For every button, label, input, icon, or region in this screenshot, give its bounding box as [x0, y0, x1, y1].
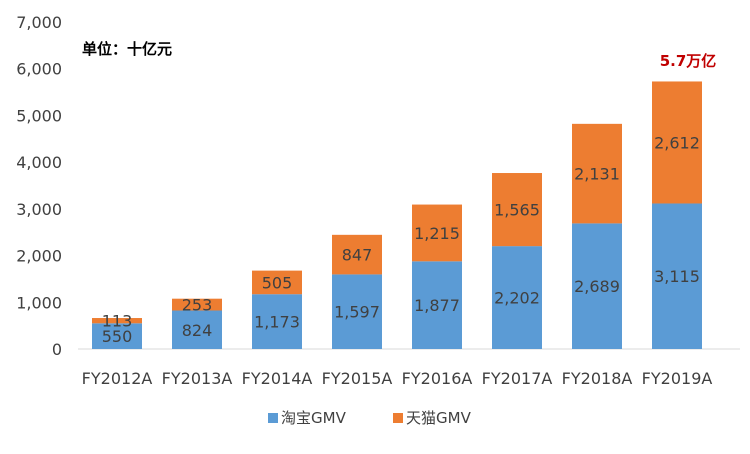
- x-tick-label: FY2016A: [402, 369, 473, 388]
- bar-tmall: [332, 234, 382, 275]
- legend-swatch: [393, 413, 403, 423]
- y-tick-label: 7,000: [16, 13, 62, 32]
- bar-taobao: [492, 246, 542, 349]
- legend-label: 淘宝GMV: [281, 409, 347, 427]
- x-tick-label: FY2017A: [482, 369, 553, 388]
- data-label: 1,215: [414, 224, 460, 243]
- y-tick-label: 3,000: [16, 200, 62, 219]
- legend: 淘宝GMV 天猫GMV: [268, 409, 472, 427]
- x-tick-label: FY2018A: [562, 369, 633, 388]
- data-label: 253: [182, 296, 213, 315]
- y-tick-label: 5,000: [16, 106, 62, 125]
- data-label: 2,689: [574, 277, 620, 296]
- legend-swatch: [268, 413, 278, 423]
- y-tick-label: 4,000: [16, 153, 62, 172]
- bar-tmall: [92, 318, 142, 324]
- x-tick-label: FY2015A: [322, 369, 393, 388]
- data-label: 550: [102, 327, 133, 346]
- bar-tmall: [172, 298, 222, 311]
- data-label: 2,202: [494, 289, 540, 308]
- data-label: 1,597: [334, 303, 380, 322]
- data-label: 1,565: [494, 201, 540, 220]
- x-axis: FY2012A FY2013A FY2014A FY2015A FY2016A FY201…: [82, 369, 713, 388]
- data-label: 2,612: [654, 133, 700, 152]
- bar-taobao: [92, 323, 142, 349]
- bar-tmall: [252, 270, 302, 295]
- total-annotation: 5.7万亿: [660, 52, 717, 70]
- y-tick-label: 0: [52, 340, 62, 359]
- x-tick-label: FY2019A: [642, 369, 713, 388]
- bar-tmall: [572, 123, 622, 224]
- data-label: 3,115: [654, 267, 700, 286]
- bar-tmall: [652, 81, 702, 204]
- data-label: 824: [182, 321, 213, 340]
- bar-tmall: [412, 204, 462, 262]
- data-label: 1,173: [254, 313, 300, 332]
- bar-tmall: [492, 173, 542, 247]
- data-label: 847: [342, 246, 373, 265]
- y-tick-label: 6,000: [16, 60, 62, 79]
- x-tick-label: FY2013A: [162, 369, 233, 388]
- bar-taobao: [652, 203, 702, 349]
- bar-taobao: [332, 274, 382, 349]
- data-label: 113: [102, 312, 133, 331]
- bar-taobao: [172, 310, 222, 349]
- bar-taobao: [572, 223, 622, 349]
- bar-taobao: [252, 294, 302, 349]
- x-tick-label: FY2012A: [82, 369, 153, 388]
- data-label: 1,877: [414, 296, 460, 315]
- y-tick-label: 1,000: [16, 293, 62, 312]
- legend-label: 天猫GMV: [406, 409, 472, 427]
- data-label: 2,131: [574, 165, 620, 184]
- x-tick-label: FY2014A: [242, 369, 313, 388]
- data-label: 505: [262, 273, 293, 292]
- y-tick-label: 2,000: [16, 247, 62, 266]
- unit-note: 单位：十亿元: [82, 40, 172, 58]
- y-axis: 0 1,000 2,000 3,000 4,000 5,000 6,000 7,000: [16, 13, 62, 359]
- bar-taobao: [412, 261, 462, 349]
